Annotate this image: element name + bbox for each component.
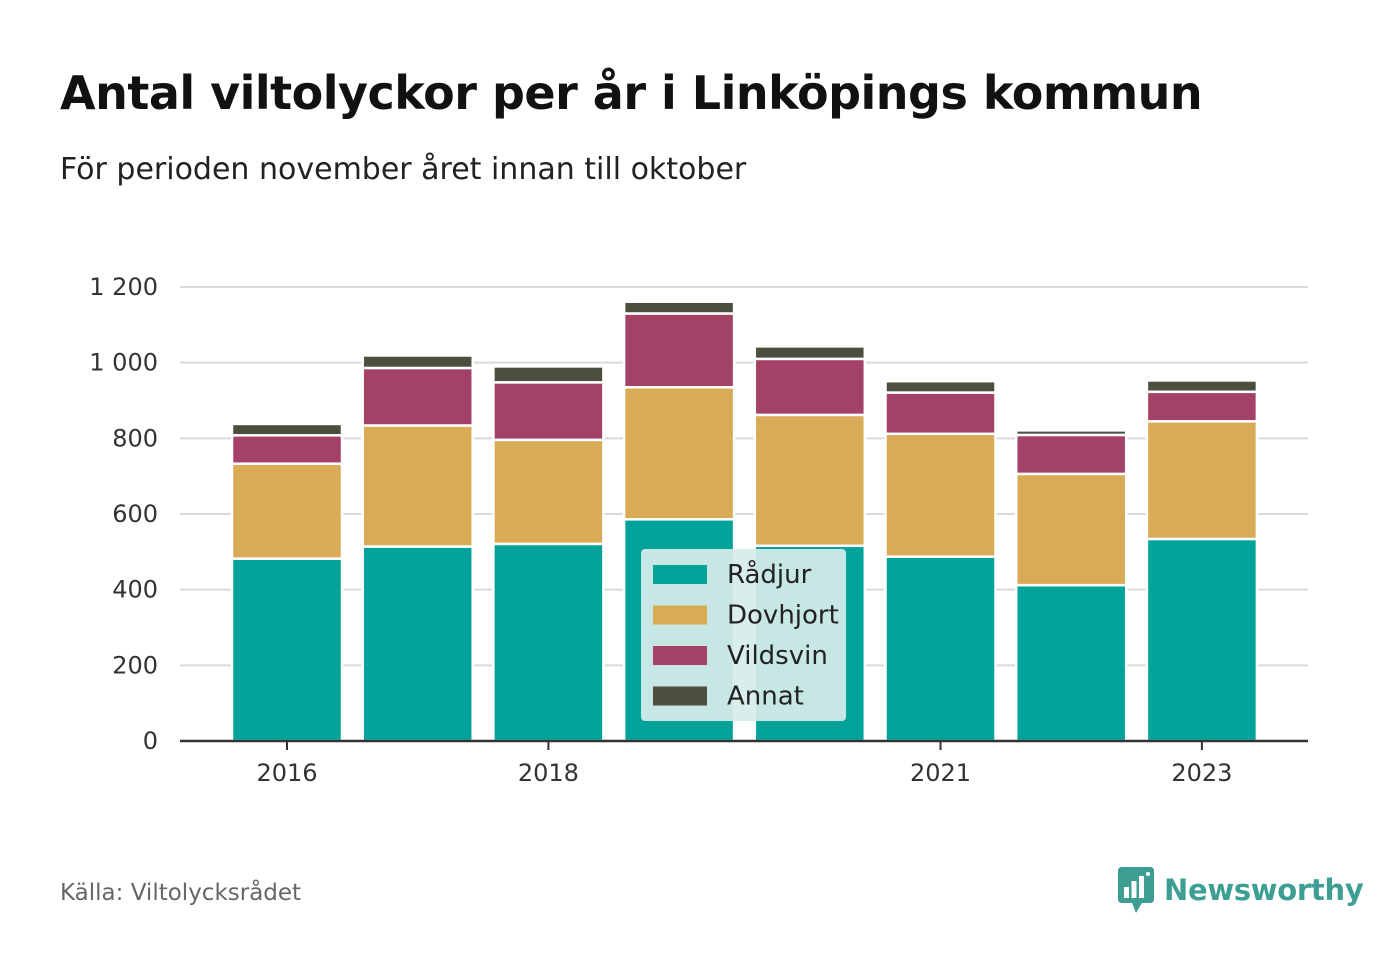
bar-segment [622, 386, 736, 521]
bar-segment [1014, 472, 1128, 587]
bar-segment [1014, 583, 1128, 743]
bar-segment [1145, 420, 1259, 541]
x-tick-label: 2018 [518, 759, 579, 787]
legend-swatch [653, 565, 707, 584]
bar-segment [884, 391, 997, 436]
bar-segment [1014, 433, 1128, 476]
bar-segment [622, 300, 736, 315]
brand-logo: Newsworthy [1118, 866, 1364, 914]
bar-segment [492, 542, 605, 743]
bar-segment [1145, 379, 1259, 394]
legend-label: Vildsvin [727, 641, 828, 671]
legend-label: Dovhjort [727, 601, 839, 631]
bar-segment [884, 379, 997, 394]
bar-segment [753, 357, 867, 417]
x-tick-label: 2016 [256, 759, 317, 787]
brand-name: Newsworthy [1164, 873, 1364, 907]
y-tick-label: 0 [143, 727, 158, 755]
source-note: Källa: Viltolycksrådet [60, 880, 302, 906]
legend-box [641, 549, 846, 721]
bar-segment [361, 545, 474, 743]
bar-segment [492, 438, 605, 546]
bar-segment [1145, 537, 1259, 743]
legend-swatch [653, 646, 707, 665]
x-tick-label: 2021 [910, 759, 971, 787]
bar-segment [1014, 429, 1128, 437]
bar-segment [230, 462, 344, 560]
bar-segment [884, 432, 997, 559]
chart-subtitle: För perioden november året innan till ok… [60, 152, 747, 187]
bar-segment [361, 354, 474, 370]
bar-chart-speech-bubble-icon [1118, 867, 1154, 913]
y-tick-label: 1 200 [89, 273, 158, 301]
legend: Rådjur Dovhjort Vildsvin Annat [641, 549, 846, 721]
bar-segment [230, 422, 344, 437]
bar-segment [884, 555, 997, 743]
bar-segment [230, 434, 344, 465]
bar-segment [492, 365, 605, 384]
legend-swatch [653, 686, 707, 706]
y-tick-label: 600 [112, 500, 158, 528]
bar-segment [361, 424, 474, 548]
chart-title: Antal viltolyckor per år i Linköpings ko… [60, 66, 1203, 120]
x-tick-label: 2023 [1171, 759, 1232, 787]
axes: 0 200 400 600 800 1 000 1 200 2016 2018 2021 2023 [89, 273, 1308, 787]
bar-segment [753, 413, 867, 548]
y-tick-label: 400 [112, 576, 158, 604]
legend-label: Rådjur [727, 559, 812, 590]
legend-label: Annat [727, 682, 804, 712]
bar-segment [230, 557, 344, 743]
bar-segment [1145, 390, 1259, 423]
legend-swatch [653, 605, 707, 625]
y-tick-label: 200 [112, 651, 158, 679]
y-tick-label: 800 [112, 424, 158, 452]
bar-segment [753, 345, 867, 361]
bar-segment [361, 366, 474, 427]
y-tick-label: 1 000 [89, 349, 158, 377]
bar-segment [492, 381, 605, 442]
bar-segment [622, 312, 736, 389]
